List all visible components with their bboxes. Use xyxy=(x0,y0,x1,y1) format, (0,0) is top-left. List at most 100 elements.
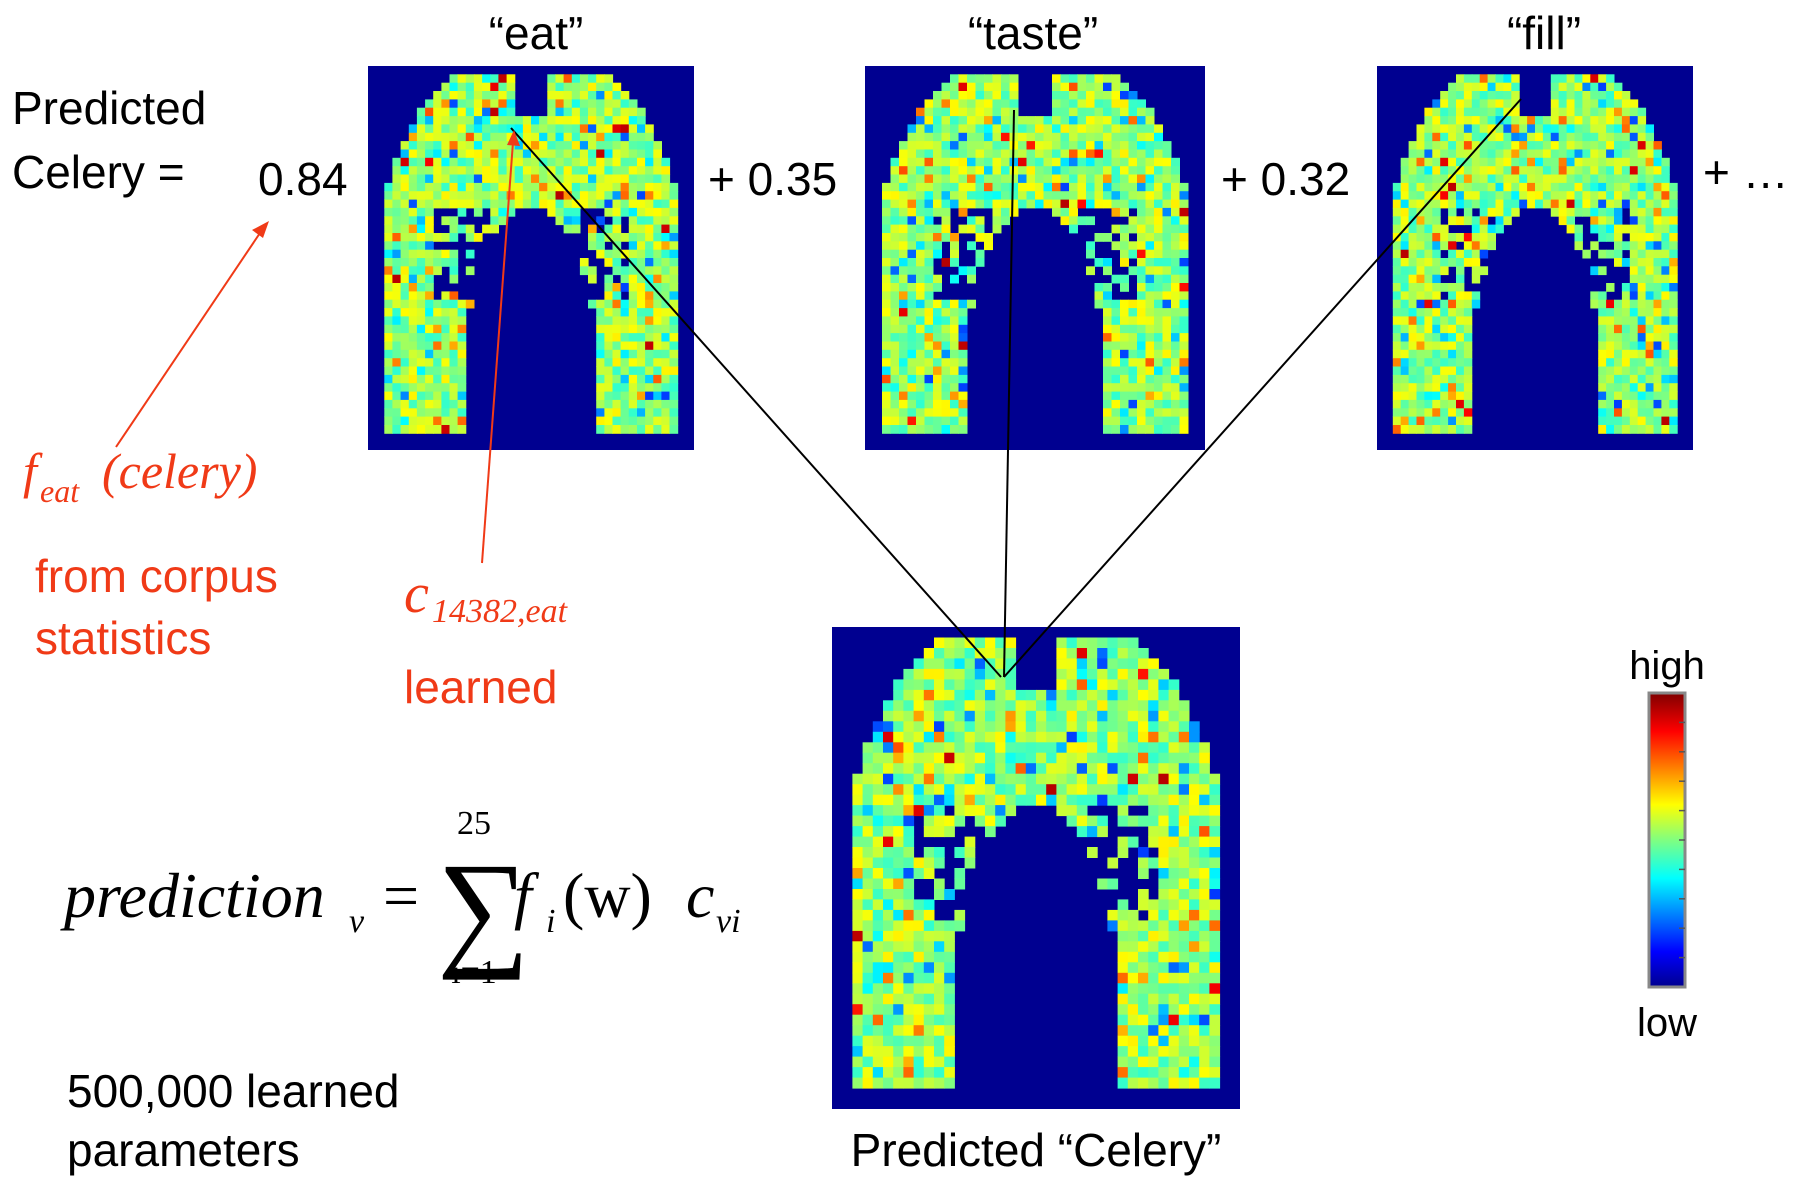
formula-c: c xyxy=(686,860,714,931)
brain-voxel xyxy=(903,1025,914,1036)
brain-voxel xyxy=(1103,183,1112,192)
brain-voxel xyxy=(883,753,894,764)
brain-voxel xyxy=(441,133,450,142)
brain-voxel xyxy=(1120,308,1129,317)
brain-voxel xyxy=(1103,124,1112,133)
brain-voxel xyxy=(1018,124,1027,133)
brain-voxel xyxy=(1118,795,1129,806)
brain-voxel xyxy=(1209,1067,1220,1078)
brain-voxel xyxy=(556,166,565,175)
brain-voxel xyxy=(1180,275,1189,284)
brain-voxel xyxy=(1464,124,1472,133)
brain-voxel xyxy=(1044,124,1053,133)
brain-voxel xyxy=(572,133,581,142)
brain-voxel xyxy=(1046,795,1057,806)
brain-voxel xyxy=(645,141,654,150)
brain-voxel xyxy=(1511,175,1519,184)
brain-voxel xyxy=(891,383,900,392)
brain-voxel xyxy=(916,300,925,309)
brain-voxel xyxy=(637,116,646,125)
brain-voxel xyxy=(1543,124,1551,133)
brain-voxel xyxy=(1179,858,1190,869)
brain-voxel xyxy=(965,784,976,795)
brain-voxel xyxy=(1551,116,1559,125)
brain-voxel xyxy=(1035,183,1044,192)
brain-voxel xyxy=(1171,200,1180,209)
brain-voxel xyxy=(984,183,993,192)
brain-voxel xyxy=(1112,166,1121,175)
brain-voxel xyxy=(1432,133,1440,142)
brain-voxel xyxy=(1551,83,1559,92)
brain-voxel xyxy=(1154,241,1163,250)
brain-voxel xyxy=(1654,333,1662,342)
brain-voxel xyxy=(1654,150,1662,159)
brain-voxel xyxy=(1606,300,1614,309)
brain-voxel xyxy=(1179,931,1190,942)
brain-voxel xyxy=(1464,258,1472,267)
brain-voxel xyxy=(1095,300,1104,309)
brain-voxel xyxy=(1646,383,1654,392)
brain-voxel xyxy=(1432,350,1440,359)
brain-voxel xyxy=(425,124,434,133)
brain-voxel xyxy=(924,1004,935,1015)
brain-voxel xyxy=(1112,200,1121,209)
brain-voxel xyxy=(490,133,499,142)
brain-voxel xyxy=(670,241,679,250)
brain-voxel xyxy=(1456,275,1464,284)
brain-voxel xyxy=(572,83,581,92)
brain-voxel xyxy=(975,816,986,827)
brain-voxel xyxy=(873,732,884,743)
brain-voxel xyxy=(1575,233,1583,242)
brain-voxel xyxy=(1527,158,1535,167)
brain-voxel xyxy=(1448,383,1456,392)
brain-voxel xyxy=(1614,108,1622,117)
brain-voxel xyxy=(863,753,874,764)
brain-voxel xyxy=(1010,74,1019,83)
brain-voxel xyxy=(1137,308,1146,317)
brain-voxel xyxy=(653,216,662,225)
brain-voxel xyxy=(1401,216,1409,225)
brain-voxel xyxy=(596,74,605,83)
brain-voxel xyxy=(1146,325,1155,334)
brain-voxel xyxy=(458,141,467,150)
brain-voxel xyxy=(924,763,935,774)
brain-voxel xyxy=(908,291,917,300)
brain-voxel xyxy=(441,417,450,426)
brain-voxel xyxy=(852,994,863,1005)
brain-voxel xyxy=(950,166,959,175)
brain-voxel xyxy=(498,150,507,159)
brain-voxel xyxy=(1472,216,1480,225)
brain-voxel xyxy=(1146,350,1155,359)
brain-voxel xyxy=(954,795,965,806)
brain-voxel xyxy=(572,216,581,225)
brain-voxel xyxy=(637,325,646,334)
brain-voxel xyxy=(1614,241,1622,250)
brain-voxel xyxy=(873,1046,884,1057)
brain-voxel xyxy=(1456,233,1464,242)
brain-voxel xyxy=(1107,879,1118,890)
brain-voxel xyxy=(433,141,442,150)
brain-voxel xyxy=(1158,1036,1169,1047)
brain-voxel xyxy=(863,826,874,837)
brain-voxel xyxy=(1180,266,1189,275)
brain-voxel xyxy=(604,116,613,125)
brain-voxel xyxy=(1535,166,1543,175)
brain-voxel xyxy=(1103,383,1112,392)
brain-voxel xyxy=(1087,826,1098,837)
brain-voxel xyxy=(384,350,393,359)
brain-voxel xyxy=(1464,208,1472,217)
brain-voxel xyxy=(1622,291,1630,300)
brain-voxel xyxy=(916,400,925,409)
brain-voxel xyxy=(645,316,654,325)
brain-voxel xyxy=(1606,333,1614,342)
brain-label: “taste” xyxy=(968,7,1098,59)
brain-voxel xyxy=(1129,99,1138,108)
weight: + 0.32 xyxy=(1221,153,1350,205)
brain-voxel xyxy=(1622,108,1630,117)
brain-voxel xyxy=(1154,233,1163,242)
brain-voxel xyxy=(1630,200,1638,209)
brain-voxel xyxy=(873,983,884,994)
brain-voxel xyxy=(661,425,670,434)
brain-voxel xyxy=(1417,408,1425,417)
brain-voxel xyxy=(1128,952,1139,963)
